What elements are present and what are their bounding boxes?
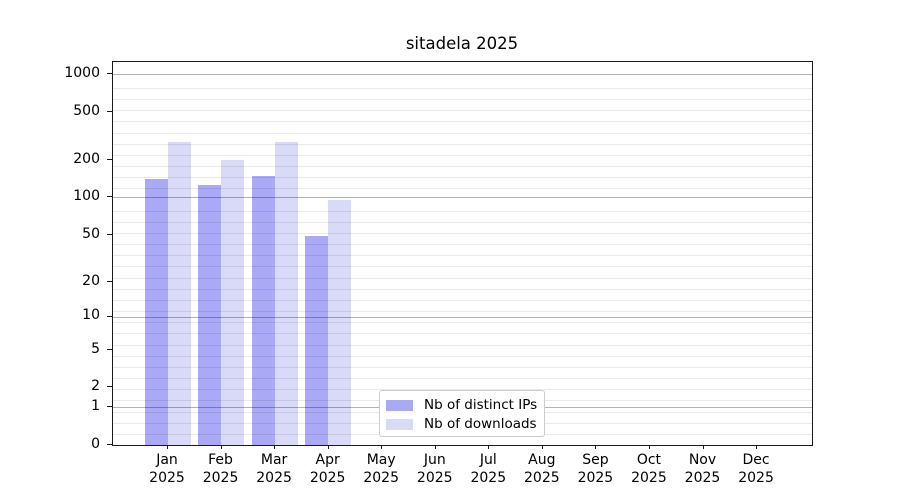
y-tick-mark: [107, 349, 112, 350]
legend-label: Nb of downloads: [424, 416, 537, 432]
x-tick-label: Aug 2025: [524, 452, 560, 486]
y-tick-label: 500: [73, 102, 100, 119]
x-tick-mark: [167, 445, 168, 449]
bar-downloads: [221, 160, 245, 445]
grid-line-minor: [113, 143, 812, 145]
grid-line-major: [113, 316, 812, 318]
bar-distinct-ips: [144, 179, 168, 445]
grid-line-minor: [113, 244, 812, 246]
grid-line-minor: [113, 366, 812, 368]
grid-line-minor: [113, 322, 812, 324]
grid-line-minor: [113, 154, 812, 156]
y-tick-label: 100: [73, 187, 100, 204]
x-tick-label: Dec 2025: [738, 452, 774, 486]
y-tick-mark: [107, 444, 112, 445]
plot-area: [112, 61, 813, 446]
y-tick-label: 0: [91, 435, 100, 452]
grid-line-minor: [113, 333, 812, 335]
x-tick-label: Apr 2025: [309, 452, 346, 486]
y-tick-mark: [107, 111, 112, 112]
legend-label: Nb of distinct IPs: [424, 397, 538, 413]
x-tick-label: Jul 2025: [470, 452, 507, 486]
legend-swatch-downloads: [386, 419, 413, 430]
y-tick-label: 200: [73, 150, 100, 167]
legend-row: Nb of downloads: [380, 415, 544, 434]
grid-line-minor: [113, 99, 812, 101]
y-tick-mark: [107, 406, 112, 407]
y-tick-label: 1: [91, 397, 100, 414]
grid-line-minor: [113, 355, 812, 357]
grid-line-minor: [113, 210, 812, 212]
legend-swatch-ips: [386, 400, 413, 411]
y-tick-mark: [107, 196, 112, 197]
y-tick-mark: [107, 386, 112, 387]
x-tick-label: Jan 2025: [149, 452, 185, 486]
grid-line-major: [113, 74, 812, 75]
bar-downloads: [167, 142, 191, 445]
y-tick-mark: [107, 315, 112, 317]
y-tick-label: 50: [82, 225, 100, 242]
grid-line-minor: [113, 87, 812, 89]
y-tick-label: 2: [91, 377, 100, 394]
grid-line-minor: [113, 288, 812, 290]
x-tick-label: May 2025: [363, 452, 399, 486]
y-tick-mark: [107, 73, 112, 74]
bar-distinct-ips: [198, 185, 222, 445]
x-tick-mark: [595, 445, 597, 449]
grid-line-minor: [113, 166, 812, 167]
chart-title: sitadela 2025: [405, 34, 519, 53]
legend: Nb of distinct IPs Nb of downloads: [379, 390, 545, 437]
grid-line-minor: [113, 344, 812, 346]
y-tick-label: 5: [91, 340, 100, 357]
legend-row: Nb of distinct IPs: [380, 396, 544, 415]
grid-line-minor: [113, 132, 812, 134]
x-tick-label: Oct 2025: [631, 452, 667, 486]
x-tick-mark: [274, 445, 276, 449]
grid-line-minor: [113, 255, 812, 257]
x-tick-mark: [756, 445, 758, 449]
grid-line-minor: [113, 110, 812, 112]
grid-line-minor: [113, 389, 812, 391]
grid-line-minor: [113, 188, 812, 190]
x-tick-mark: [434, 445, 436, 449]
grid-line-minor: [113, 121, 812, 123]
bar-distinct-ips: [305, 236, 329, 445]
y-tick-mark: [107, 234, 112, 235]
x-tick-mark: [702, 445, 704, 449]
grid-line-minor: [113, 311, 812, 313]
x-tick-mark: [381, 445, 383, 449]
grid-line-minor: [113, 378, 812, 380]
x-tick-label: Nov 2025: [684, 452, 721, 486]
y-tick-label: 1000: [64, 64, 100, 81]
y-tick-label: 20: [82, 272, 100, 289]
x-tick-label: Mar 2025: [256, 452, 292, 486]
grid-line-major: [113, 197, 812, 198]
x-tick-mark: [327, 445, 329, 449]
x-tick-mark: [488, 445, 490, 449]
grid-line-minor: [113, 277, 812, 279]
x-tick-mark: [541, 445, 543, 449]
grid-line-minor: [113, 177, 812, 179]
y-tick-mark: [107, 159, 112, 160]
bar-distinct-ips: [251, 176, 275, 445]
y-tick-label: 10: [82, 307, 100, 323]
x-tick-mark: [648, 445, 650, 449]
grid-line-minor: [113, 232, 812, 234]
y-tick-mark: [107, 281, 112, 282]
grid-line-minor: [113, 221, 812, 223]
grid-line-minor: [113, 266, 812, 268]
x-tick-label: Feb 2025: [202, 452, 239, 486]
bar-downloads: [328, 200, 352, 445]
x-tick-mark: [220, 445, 222, 449]
x-tick-label: Sep 2025: [577, 452, 614, 486]
bar-downloads: [274, 142, 298, 445]
grid-line-minor: [113, 299, 812, 301]
x-tick-label: Jun 2025: [416, 452, 453, 486]
